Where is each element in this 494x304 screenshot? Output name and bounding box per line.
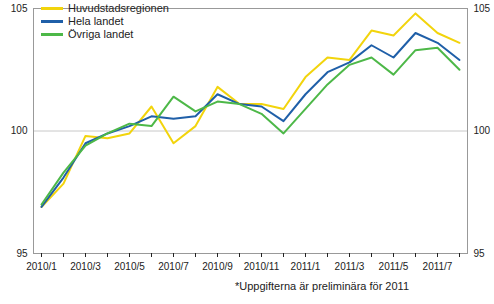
svg-text:105: 105 [11, 3, 28, 14]
svg-text:105: 105 [474, 3, 491, 14]
svg-text:95: 95 [16, 248, 28, 259]
svg-text:2011/7: 2011/7 [423, 261, 453, 272]
html-text:*Uppgifterna är preliminära fö: *Uppgifterna är preliminära för 2011 [235, 280, 409, 292]
svg-text:2010/7: 2010/7 [158, 261, 189, 272]
svg-text:2011/3: 2011/3 [335, 261, 365, 272]
svg-text:2010/3: 2010/3 [70, 261, 101, 272]
svg-text:95: 95 [474, 248, 486, 259]
html-text:Övriga landet: Övriga landet [68, 28, 134, 40]
svg-text:2011/5: 2011/5 [379, 261, 409, 272]
html-text:Huvudstadsregionen: Huvudstadsregionen [68, 2, 169, 14]
svg-text:2010/1: 2010/1 [26, 261, 57, 272]
svg-text:2010/5: 2010/5 [114, 261, 145, 272]
svg-text:100: 100 [474, 125, 491, 136]
svg-text:2011/1: 2011/1 [291, 261, 321, 272]
svg-text:2010/9: 2010/9 [202, 261, 233, 272]
svg-text:100: 100 [11, 125, 28, 136]
svg-text:2010/11: 2010/11 [244, 261, 280, 272]
html-text:Hela landet: Hela landet [68, 15, 124, 27]
